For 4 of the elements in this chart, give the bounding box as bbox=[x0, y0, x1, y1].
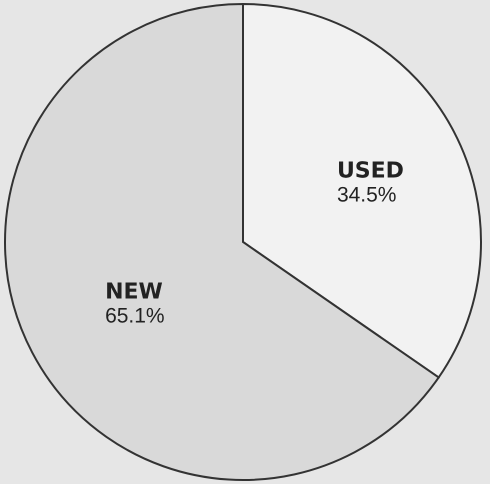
slice-label: NEW bbox=[105, 280, 163, 305]
data-label: 65.1% bbox=[105, 304, 165, 328]
data-label: 34.5% bbox=[336, 183, 396, 206]
slice-label: USED bbox=[336, 158, 404, 184]
